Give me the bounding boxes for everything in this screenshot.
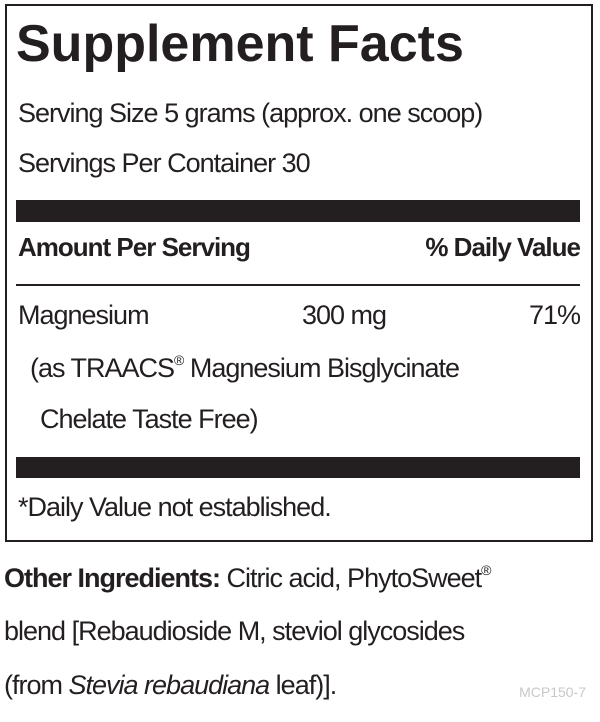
ingredients-heading: Other Ingredients:	[4, 563, 221, 593]
amount-header: Amount Per Serving	[18, 232, 251, 262]
title: Supplement Facts	[16, 15, 464, 73]
registered-mark: ®	[174, 352, 184, 368]
thick-rule	[16, 200, 580, 222]
ingredients-text: Citric acid, PhytoSweet	[220, 563, 483, 593]
nutrient-name: Magnesium	[18, 300, 150, 330]
product-code: MCP150-7	[519, 684, 586, 700]
servings-per-container: Servings Per Container 30	[18, 148, 311, 178]
daily-value-header: % Daily Value	[425, 232, 581, 262]
thin-rule	[16, 284, 580, 286]
nutrient-source: (as TRAACS® Magnesium Bisglycinate	[30, 352, 460, 384]
nutrient-source: Chelate Taste Free)	[40, 404, 259, 434]
ingredients-italic: Stevia rebaudiana	[68, 670, 271, 700]
footnote: *Daily Value not established.	[18, 492, 332, 522]
ingredients-line: blend [Rebaudioside M, steviol glycoside…	[4, 616, 465, 646]
label-box	[5, 4, 593, 542]
serving-size: Serving Size 5 grams (approx. one scoop)	[18, 98, 483, 128]
source-text: Magnesium Bisglycinate	[183, 353, 460, 383]
source-text: (as TRAACS	[30, 353, 175, 383]
thick-rule	[16, 457, 580, 478]
ingredients-text: (from	[4, 670, 69, 700]
ingredients-line: (from Stevia rebaudiana leaf)].	[4, 670, 338, 701]
ingredients-line: Other Ingredients: Citric acid, PhytoSwe…	[4, 562, 492, 594]
nutrient-daily-value: 71%	[528, 300, 581, 330]
registered-mark: ®	[481, 562, 491, 578]
ingredients-text: leaf)].	[269, 670, 338, 700]
nutrient-amount: 300 mg	[302, 300, 387, 330]
